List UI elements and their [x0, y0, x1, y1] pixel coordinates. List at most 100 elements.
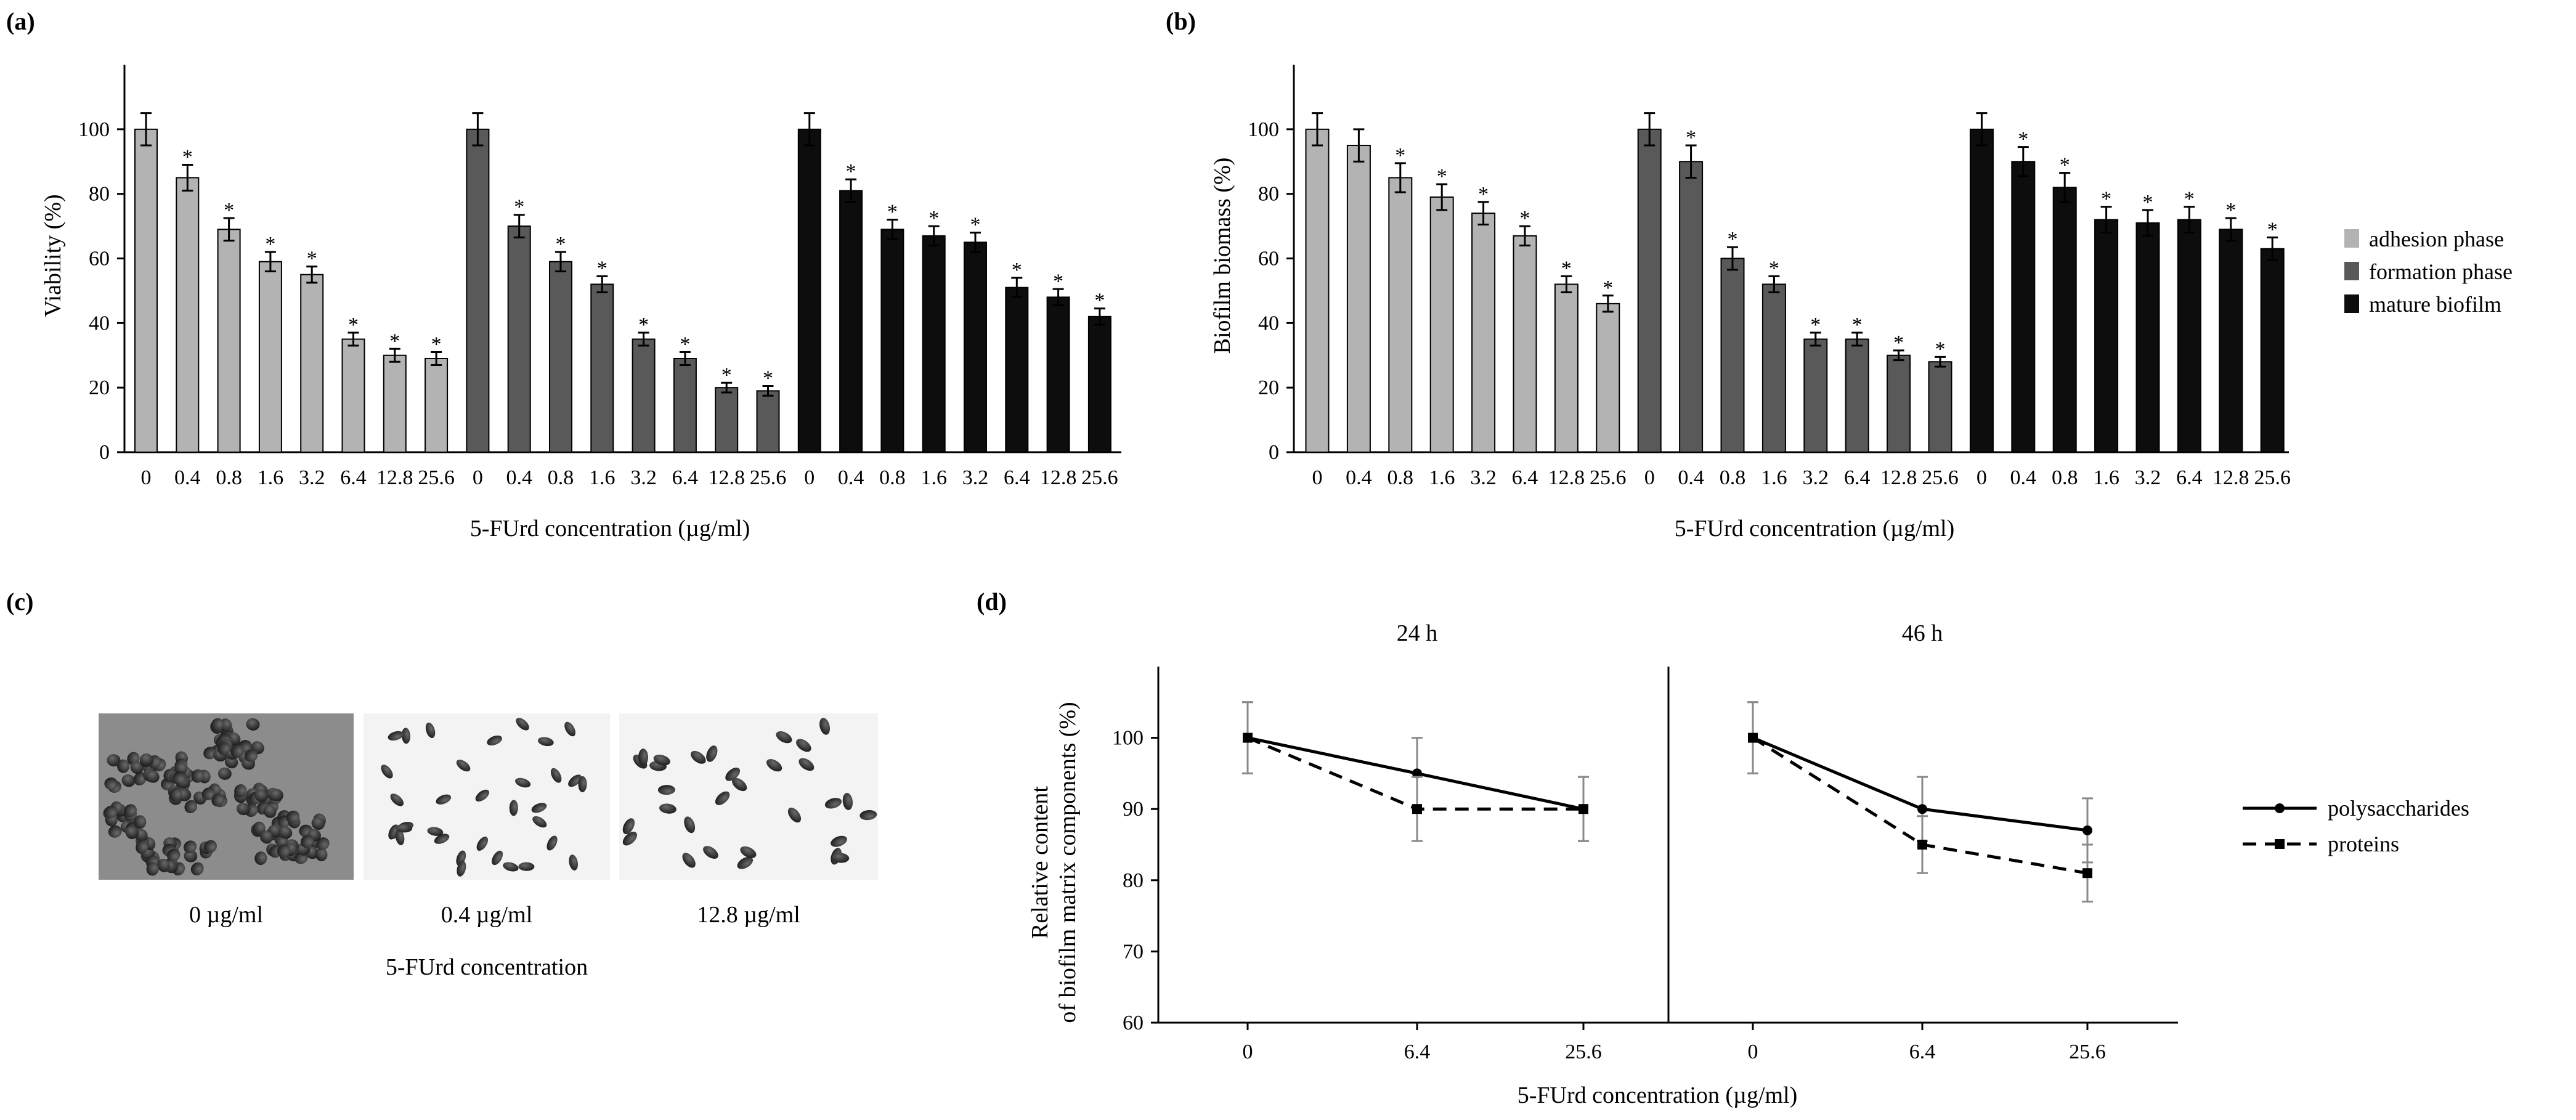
panel-b-bar: [1969, 128, 1994, 453]
panel-d-y-tick-label: 100: [1112, 727, 1144, 750]
panel-a-significance-mark: *: [763, 367, 773, 390]
panel-b-bar: [1554, 283, 1579, 453]
micrograph-cell: [819, 718, 831, 735]
micrograph-cell: [211, 718, 224, 732]
micrograph-cell: [300, 835, 314, 848]
panel-d-x-tick-label: 25.6: [2069, 1041, 2106, 1063]
micrograph-cell: [104, 777, 118, 790]
micrograph-cell: [388, 731, 404, 741]
panel-a-bar: [507, 225, 531, 453]
panel-b-x-tick-label: 3.2: [2135, 466, 2161, 489]
panel-b-significance-mark: *: [1686, 126, 1696, 149]
panel-a-x-tick-label: 0.8: [879, 466, 906, 489]
panel-a-bar: [880, 229, 904, 453]
micrograph-cell: [518, 862, 535, 871]
micrograph-cell: [286, 810, 300, 824]
micrograph-label-1: 0.4 µg/ml: [441, 902, 533, 928]
micrograph-cell: [842, 793, 853, 810]
micrograph-cell: [125, 826, 139, 839]
micrograph-0-cells: [103, 718, 330, 876]
micrograph-cell: [715, 791, 730, 805]
panel-b-x-tick-label: 25.6: [1922, 466, 1959, 489]
panel-a-bar: [590, 283, 614, 453]
panel-a-bar: [797, 128, 821, 453]
panel-b-significance-mark: *: [2101, 188, 2111, 211]
micrograph-cell: [117, 759, 130, 773]
panel-b: (b) Biofilm biomass (%) 5-FUrd concentra…: [1166, 7, 2513, 542]
micrograph-cell: [550, 768, 562, 783]
panel-b-significance-mark: *: [1893, 331, 1904, 354]
micrograph-cell: [492, 850, 503, 866]
panel-a-x-tick-label: 6.4: [340, 466, 367, 489]
micrograph-cell: [659, 803, 677, 814]
panel-a-significance-mark: *: [846, 160, 856, 183]
panel-a-bar: [1087, 315, 1111, 453]
panel-b-significance-mark: *: [1395, 144, 1405, 167]
panel-b-bar: [1346, 145, 1371, 453]
panel-a-significance-mark: *: [1012, 259, 1022, 282]
panel-b-bar: [2260, 248, 2285, 453]
panel-a-x-tick-label: 0.8: [548, 466, 574, 489]
panel-d-marker-proteins: [1748, 732, 1758, 743]
panel-a-bar: [756, 390, 780, 453]
panel-b-legend: adhesion phase formation phase mature bi…: [2344, 227, 2513, 317]
panel-d-marker-proteins: [1917, 840, 1927, 850]
panel-b-y-tick-label: 20: [1258, 376, 1279, 399]
panel-b-x-tick-label: 0.8: [1388, 466, 1414, 489]
micrograph-cell: [381, 765, 393, 779]
panel-a-y-tick-label: 20: [89, 376, 110, 399]
micrograph-cell: [140, 753, 153, 766]
micrograph-cell: [316, 837, 330, 850]
panel-a-x-tick-label: 3.2: [630, 466, 657, 489]
micrograph-cell: [173, 771, 187, 784]
panel-a-bar: [839, 190, 863, 453]
panel-a-significance-mark: *: [638, 314, 649, 336]
micrograph-cell: [259, 830, 273, 844]
micrograph-cell: [246, 718, 260, 731]
panel-b-bar: [2177, 219, 2201, 453]
micrograph-cell: [184, 850, 198, 862]
micrograph-cell: [277, 844, 291, 858]
legend-marker-polysaccharides: [2275, 803, 2285, 813]
micrograph-cell: [217, 767, 232, 780]
micrograph-cell: [436, 794, 452, 805]
panel-a-label: (a): [6, 7, 35, 35]
micrograph-cell: [130, 761, 144, 774]
micrograph-cell: [401, 728, 410, 744]
panel-a-x-tick-label: 1.6: [258, 466, 284, 489]
panel-a-bar: [632, 338, 656, 453]
panel-b-x-tick-label: 1.6: [1761, 466, 1787, 489]
micrograph-cell: [684, 816, 696, 834]
panel-b-x-tick-label: 0.4: [1346, 466, 1372, 489]
panel-b-x-tick-label: 12.8: [1880, 466, 1917, 489]
micrograph-cell: [124, 804, 137, 818]
micrograph-cell: [538, 737, 554, 747]
panel-b-bar: [1720, 258, 1745, 453]
micrograph-cell: [427, 827, 444, 836]
panel-b-bar: [1845, 338, 1869, 453]
micrograph-2-cells: [622, 718, 877, 869]
micrograph-cell: [190, 862, 204, 875]
panel-d-plot: 60 70 80 90 100 0 6.4 25.6 0 6.4 25.6: [1112, 667, 2178, 1063]
micrograph-cell: [657, 785, 675, 795]
panel-a-significance-mark: *: [597, 257, 607, 280]
panel-b-x-tick-label: 12.8: [2212, 466, 2249, 489]
micrograph-cell: [234, 784, 247, 798]
panel-b-x-tick-label: 3.2: [1470, 466, 1497, 489]
panel-a-significance-mark: *: [389, 330, 400, 352]
micrograph-cell: [278, 826, 293, 839]
panel-b-y-tick-label: 100: [1248, 118, 1279, 141]
micrograph-cell: [456, 760, 471, 772]
micrograph-cell: [121, 774, 136, 787]
panel-a-bar: [922, 235, 946, 453]
panel-a-significance-mark: *: [431, 333, 442, 356]
micrograph-cell: [732, 777, 747, 792]
micrograph-cell: [798, 758, 815, 771]
panel-b-significance-mark: *: [2267, 218, 2278, 241]
micrograph-cell: [706, 745, 718, 762]
micrograph-cell: [204, 840, 217, 853]
panel-b-y-tick-label: 0: [1269, 441, 1279, 464]
panel-b-bar: [2219, 229, 2243, 453]
panel-b-x-tick-label: 12.8: [1548, 466, 1585, 489]
panel-d-y-tick-label: 60: [1123, 1012, 1144, 1034]
